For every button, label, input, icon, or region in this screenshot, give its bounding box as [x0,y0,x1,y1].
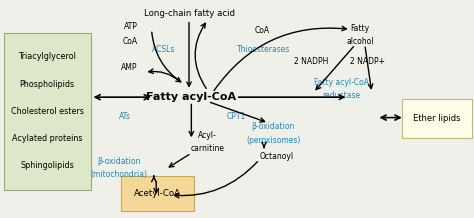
Text: Phospholipids: Phospholipids [19,80,75,89]
Text: Acetyl-CoA: Acetyl-CoA [134,189,181,198]
Text: Acylated proteins: Acylated proteins [12,134,82,143]
Text: β-oxidation: β-oxidation [97,157,140,166]
Text: carnitine: carnitine [191,144,225,153]
Text: Cholesterol esters: Cholesterol esters [11,107,83,116]
Text: (mitochondria): (mitochondria) [90,170,147,179]
FancyBboxPatch shape [4,33,91,190]
Text: 2 NADP+: 2 NADP+ [350,57,384,66]
Text: ACSLs: ACSLs [152,45,175,54]
Text: alcohol: alcohol [346,37,374,46]
Text: Ether lipids: Ether lipids [413,114,461,123]
Text: Long-chain fatty acid: Long-chain fatty acid [144,9,235,18]
Text: Acyl-: Acyl- [199,131,217,140]
Text: Fatty acyl-CoA: Fatty acyl-CoA [314,78,369,87]
Text: Fatty acyl-CoA: Fatty acyl-CoA [146,92,237,102]
Text: Triacylglycerol: Triacylglycerol [18,52,76,61]
Text: CoA: CoA [122,37,137,46]
FancyBboxPatch shape [402,99,472,138]
Text: CoA: CoA [255,26,270,35]
Text: Thioesterases: Thioesterases [237,45,291,54]
Text: Octanoyl: Octanoyl [259,152,293,161]
Text: β-oxidation: β-oxidation [252,122,295,131]
Text: ATP: ATP [124,22,137,31]
Text: Sphingolipids: Sphingolipids [20,161,74,170]
Text: reductase: reductase [322,90,360,99]
Text: Fatty: Fatty [351,24,370,33]
Text: CPT1: CPT1 [227,112,246,121]
Text: (peroxisomes): (peroxisomes) [246,136,301,145]
Text: 2 NADPH: 2 NADPH [294,57,328,66]
FancyBboxPatch shape [121,176,194,211]
Text: AMP: AMP [121,63,137,72]
Text: ATs: ATs [118,112,131,121]
